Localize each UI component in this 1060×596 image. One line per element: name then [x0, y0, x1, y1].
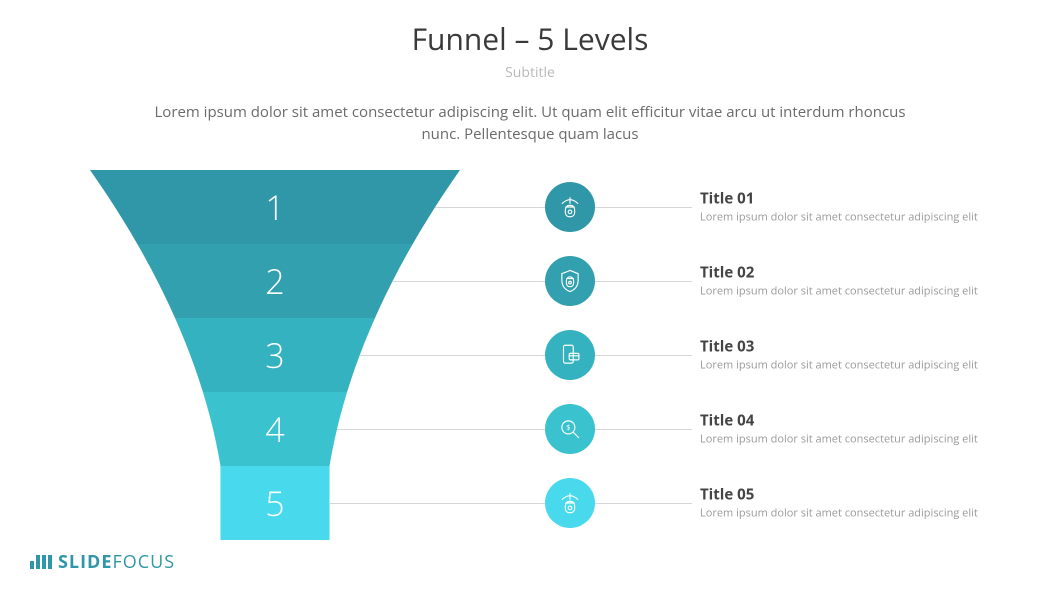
connector-line-1b	[595, 207, 692, 208]
level-text-1: Title 01 Lorem ipsum dolor sit amet cons…	[700, 189, 1000, 226]
funnel-number-4: 4	[265, 406, 284, 452]
connector-line-4b	[595, 429, 692, 430]
level-title-3: Title 03	[700, 337, 1000, 357]
level-title-5: Title 05	[700, 485, 1000, 505]
connector-line-3	[360, 355, 545, 356]
level-text-2: Title 02 Lorem ipsum dolor sit amet cons…	[700, 263, 1000, 300]
funnel-number-1: 1	[265, 184, 284, 230]
level-title-2: Title 02	[700, 263, 1000, 283]
level-text-4: Title 04 Lorem ipsum dolor sit amet cons…	[700, 411, 1000, 448]
connector-line-3b	[595, 355, 692, 356]
level-desc-2: Lorem ipsum dolor sit amet consectetur a…	[700, 285, 1000, 300]
funnel-number-5: 5	[265, 480, 284, 526]
level-icon-1	[545, 182, 595, 232]
page-subtitle: Subtitle	[0, 63, 1060, 82]
level-title-4: Title 04	[700, 411, 1000, 431]
level-desc-3: Lorem ipsum dolor sit amet consectetur a…	[700, 359, 1000, 374]
funnel-number-3: 3	[265, 332, 284, 378]
brand-text: SLIDEFOCUS	[58, 550, 175, 574]
connector-line-2b	[595, 281, 692, 282]
connector-line-2	[393, 281, 545, 282]
page-title: Funnel – 5 Levels	[0, 18, 1060, 59]
level-desc-1: Lorem ipsum dolor sit amet consectetur a…	[700, 211, 1000, 226]
level-title-1: Title 01	[700, 189, 1000, 209]
level-icon-3	[545, 330, 595, 380]
level-icon-4: $	[545, 404, 595, 454]
level-text-3: Title 03 Lorem ipsum dolor sit amet cons…	[700, 337, 1000, 374]
svg-text:$: $	[566, 423, 570, 433]
funnel-number-2: 2	[265, 258, 284, 304]
page-description: Lorem ipsum dolor sit amet consectetur a…	[150, 102, 910, 146]
level-icon-2	[545, 256, 595, 306]
brand-logo: SLIDEFOCUS	[30, 550, 175, 574]
level-icon-5	[545, 478, 595, 528]
connector-line-1	[435, 207, 545, 208]
level-text-5: Title 05 Lorem ipsum dolor sit amet cons…	[700, 485, 1000, 522]
connector-line-5	[330, 503, 545, 504]
level-desc-4: Lorem ipsum dolor sit amet consectetur a…	[700, 433, 1000, 448]
funnel-diagram: 1 2 3 4 5 Title 01 Lorem ipsum dolor sit ame…	[0, 170, 1060, 596]
level-desc-5: Lorem ipsum dolor sit amet consectetur a…	[700, 507, 1000, 522]
brand-bars-icon	[30, 555, 52, 569]
connector-line-4	[337, 429, 545, 430]
connector-line-5b	[595, 503, 692, 504]
